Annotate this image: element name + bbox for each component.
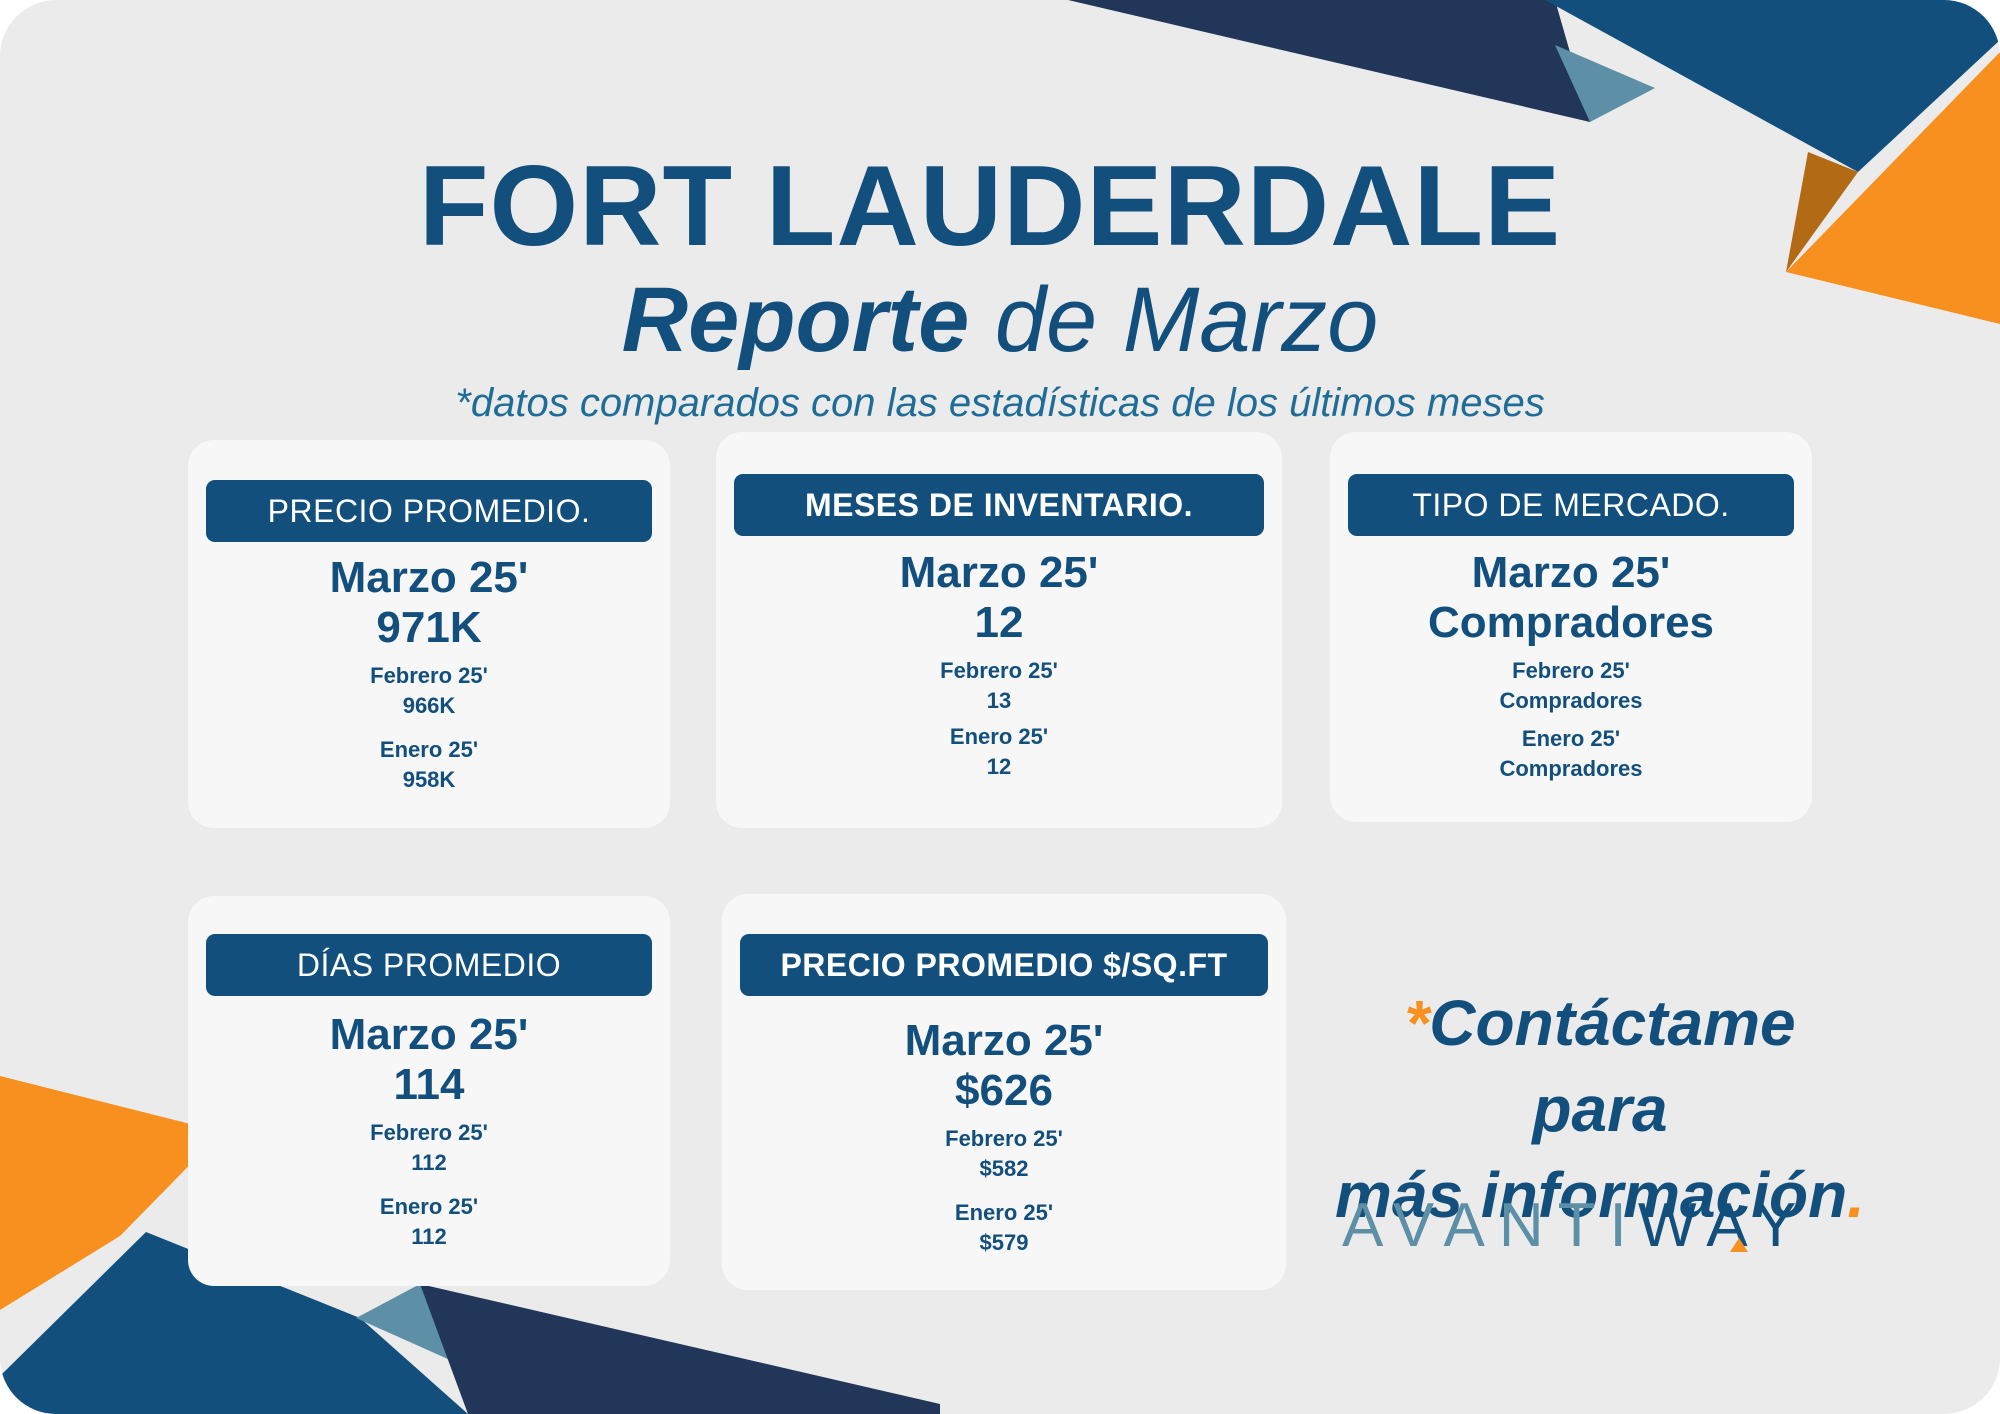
card-body: Marzo 25' $626 Febrero 25' $582 Enero 25… xyxy=(722,1016,1286,1258)
card-precio-promedio: PRECIO PROMEDIO. Marzo 25' 971K Febrero … xyxy=(188,440,670,828)
card-tipo-mercado: TIPO DE MERCADO. Marzo 25' Compradores F… xyxy=(1330,432,1812,822)
prev2-value: 112 xyxy=(411,1224,447,1249)
prev-month-2: Enero 25' $579 xyxy=(722,1198,1286,1258)
contact-line-2: más información. xyxy=(1330,1152,1870,1238)
prev2-month: Enero 25' xyxy=(954,1200,1054,1225)
report-header: FORT LAUDERDALE Reporte de Marzo *datos … xyxy=(0,150,2000,426)
prev2-month: Enero 25' xyxy=(949,724,1049,749)
card-body: Marzo 25' Compradores Febrero 25' Compra… xyxy=(1330,548,1812,784)
prev-month-2: Enero 25' 958K xyxy=(188,735,670,795)
contact-asterisk: * xyxy=(1404,987,1430,1059)
logo-word-avanti: AVANTI xyxy=(1342,1191,1641,1260)
current-value: 114 xyxy=(393,1060,465,1109)
card-meses-inventario: MESES DE INVENTARIO. Marzo 25' 12 Febrer… xyxy=(716,432,1282,828)
contact-period: . xyxy=(1847,1159,1865,1231)
card-body: Marzo 25' 12 Febrero 25' 13 Enero 25' 12 xyxy=(716,548,1282,782)
contact-text-2: más información xyxy=(1335,1159,1848,1231)
deco-top-orange-shadow xyxy=(1786,152,1858,272)
card-precio-sqft: PRECIO PROMEDIO $/SQ.FT Marzo 25' $626 F… xyxy=(722,894,1286,1290)
current-month: Marzo 25' xyxy=(329,1010,529,1059)
current-value: $626 xyxy=(955,1066,1053,1115)
prev2-value: Compradores xyxy=(1499,756,1643,781)
contact-cta: *Contáctame para más información. xyxy=(1330,980,1870,1238)
prev2-month: Enero 25' xyxy=(1521,726,1621,751)
prev-month-1: Febrero 25' 112 xyxy=(188,1118,670,1178)
card-label: DÍAS PROMEDIO xyxy=(206,934,652,996)
prev1-month: Febrero 25' xyxy=(940,658,1058,683)
deco-bottom-orange-triangle xyxy=(0,1076,222,1310)
prev-month-1: Febrero 25' Compradores xyxy=(1330,656,1812,716)
current-month: Marzo 25' xyxy=(329,553,529,602)
avanti-way-logo: AVANTI WAY xyxy=(1342,1191,1804,1260)
contact-line-1: *Contáctame para xyxy=(1330,980,1870,1152)
deco-top-blue-triangle xyxy=(1545,0,2000,172)
current-value: 971K xyxy=(376,603,482,652)
deco-top-steel-triangle xyxy=(1555,45,1655,122)
subtitle-bold: Reporte xyxy=(621,269,970,371)
prev1-month: Febrero 25' xyxy=(370,663,488,688)
deco-bottom-steel-triangle xyxy=(356,1284,450,1360)
prev2-value: 12 xyxy=(986,754,1012,779)
card-label: PRECIO PROMEDIO. xyxy=(206,480,652,542)
current-value: 12 xyxy=(974,598,1024,647)
prev2-value: 958K xyxy=(402,767,456,792)
logo-orange-accent xyxy=(1730,1238,1748,1252)
prev1-month: Febrero 25' xyxy=(1512,658,1630,683)
prev1-month: Febrero 25' xyxy=(945,1126,1063,1151)
prev1-value: 13 xyxy=(986,688,1012,713)
deco-top-orange-triangle xyxy=(1786,52,2000,324)
deco-bottom-blue-triangle xyxy=(0,1232,468,1414)
prev1-month: Febrero 25' xyxy=(370,1120,488,1145)
prev1-value: $582 xyxy=(979,1156,1029,1181)
deco-bottom-dark-navy-triangle xyxy=(420,1284,940,1414)
card-label: PRECIO PROMEDIO $/SQ.FT xyxy=(740,934,1268,996)
current-month: Marzo 25' xyxy=(904,1016,1104,1065)
card-label: TIPO DE MERCADO. xyxy=(1348,474,1794,536)
prev2-month: Enero 25' xyxy=(379,1194,479,1219)
prev-month-1: Febrero 25' 13 xyxy=(716,656,1282,716)
prev-month-2: Enero 25' Compradores xyxy=(1330,724,1812,784)
prev1-value: 112 xyxy=(411,1150,447,1175)
card-dias-promedio: DÍAS PROMEDIO Marzo 25' 114 Febrero 25' … xyxy=(188,896,670,1286)
prev2-value: $579 xyxy=(979,1230,1029,1255)
contact-text-1: Contáctame para xyxy=(1429,987,1796,1145)
prev-month-2: Enero 25' 112 xyxy=(188,1192,670,1252)
current-value: Compradores xyxy=(1427,598,1715,647)
deco-top-dark-navy-triangle xyxy=(1068,0,1590,122)
current-month: Marzo 25' xyxy=(899,548,1099,597)
subtitle-rest: de Marzo xyxy=(969,269,1379,371)
comparison-note: *datos comparados con las estadísticas d… xyxy=(455,380,1545,425)
card-body: Marzo 25' 971K Febrero 25' 966K Enero 25… xyxy=(188,553,670,795)
page-title: FORT LAUDERDALE xyxy=(418,143,1562,270)
current-month: Marzo 25' xyxy=(1471,548,1671,597)
prev-month-2: Enero 25' 12 xyxy=(716,722,1282,782)
card-body: Marzo 25' 114 Febrero 25' 112 Enero 25' … xyxy=(188,1010,670,1252)
logo-word-way: WAY xyxy=(1638,1191,1804,1260)
prev1-value: 966K xyxy=(402,693,456,718)
card-label: MESES DE INVENTARIO. xyxy=(734,474,1264,536)
prev1-value: Compradores xyxy=(1499,688,1643,713)
prev-month-1: Febrero 25' $582 xyxy=(722,1124,1286,1184)
page-subtitle: Reporte de Marzo xyxy=(0,272,2000,369)
prev-month-1: Febrero 25' 966K xyxy=(188,661,670,721)
prev2-month: Enero 25' xyxy=(379,737,479,762)
